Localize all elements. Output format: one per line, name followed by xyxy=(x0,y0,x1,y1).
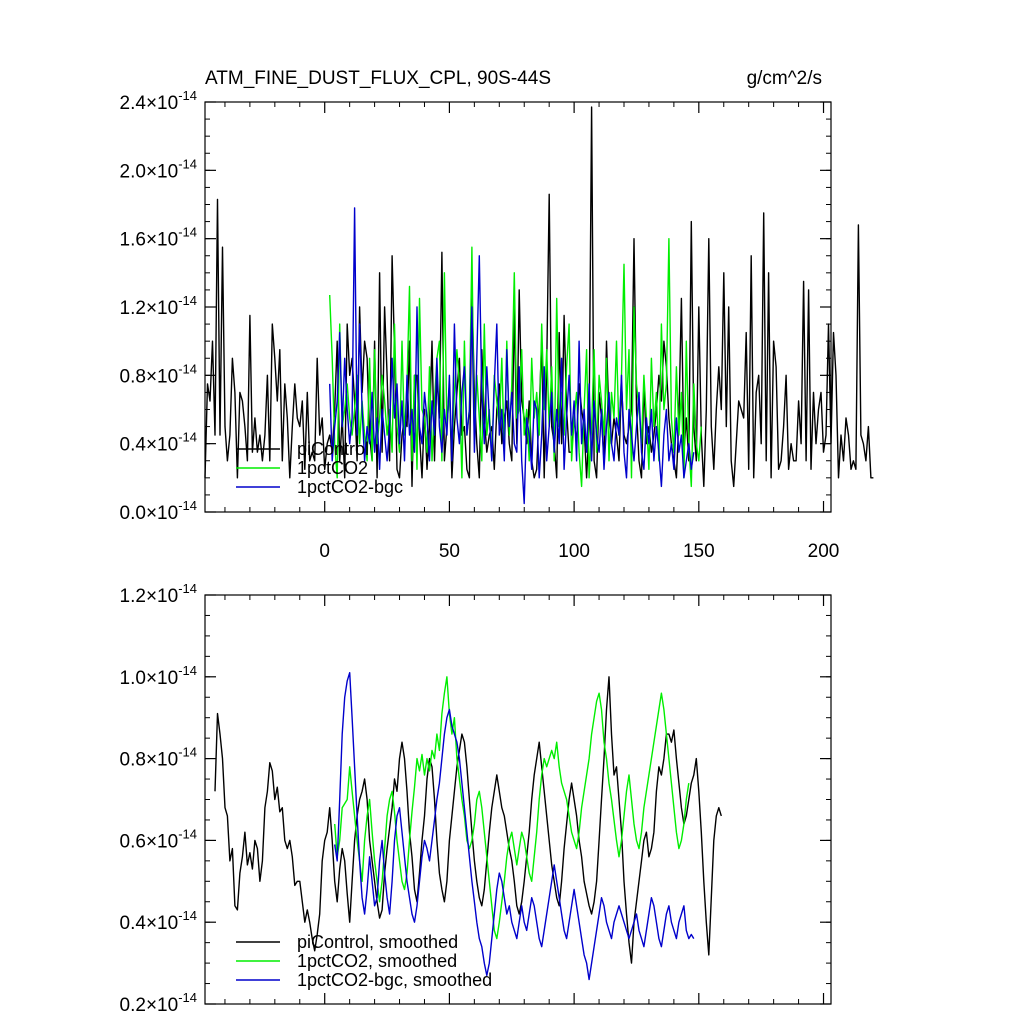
y-tick-label-bottom: 0.2×10-14 xyxy=(120,990,197,1016)
series-line-bottom-0 xyxy=(214,676,722,964)
y-tick-label-top: 2.4×10-14 xyxy=(120,88,197,114)
series-group-bottom xyxy=(214,672,722,981)
y-tick-label-bottom: 0.4×10-14 xyxy=(120,908,197,934)
x-tick-label-top: 100 xyxy=(558,541,590,562)
y-tick-label-bottom: 0.8×10-14 xyxy=(120,745,197,771)
legend-label-bottom-0: piControl, smoothed xyxy=(297,932,458,952)
legend-label-top-1: 1pctCO2 xyxy=(297,458,368,478)
y-tick-label-top: 1.2×10-14 xyxy=(120,293,197,319)
chart-top: 0.0×10-14 0.4×10-14 0.8×10-14 1.2×10-14 1.6×… xyxy=(120,88,874,562)
y-tick-label-bottom: 1.2×10-14 xyxy=(120,581,197,607)
legend-label-bottom-1: 1pctCO2, smoothed xyxy=(297,951,457,971)
series-line-bottom-1 xyxy=(334,676,690,940)
legend-label-top-2: 1pctCO2-bgc xyxy=(297,477,403,497)
units-label: g/cm^2/s xyxy=(747,68,822,89)
x-tick-label-top: 150 xyxy=(683,541,715,562)
legend-label-bottom-2: 1pctCO2-bgc, smoothed xyxy=(297,970,492,990)
x-tick-label-top: 0 xyxy=(319,541,330,562)
chart-title: ATM_FINE_DUST_FLUX_CPL, 90S-44S xyxy=(205,68,551,89)
axes-bottom: 0.2×10-14 0.4×10-14 0.6×10-14 0.8×10-14 1.0×… xyxy=(120,581,832,1016)
series-line-top-2 xyxy=(329,207,695,505)
chart-bottom: 0.2×10-14 0.4×10-14 0.6×10-14 0.8×10-14 1.0×… xyxy=(120,581,832,1016)
y-tick-label-top: 0.0×10-14 xyxy=(120,498,197,524)
legend-label-top-0: piControl xyxy=(297,439,369,459)
series-line-bottom-2 xyxy=(334,672,695,981)
y-tick-label-bottom: 1.0×10-14 xyxy=(120,663,197,689)
axes-top: 0.0×10-14 0.4×10-14 0.8×10-14 1.2×10-14 1.6×… xyxy=(120,88,840,562)
x-tick-label-top: 50 xyxy=(439,541,460,562)
y-tick-label-top: 1.6×10-14 xyxy=(120,225,197,251)
series-group-top xyxy=(204,106,874,505)
y-tick-label-top: 0.8×10-14 xyxy=(120,361,197,387)
y-tick-label-bottom: 0.6×10-14 xyxy=(120,826,197,852)
y-tick-label-top: 0.4×10-14 xyxy=(120,430,197,456)
y-tick-label-top: 2.0×10-14 xyxy=(120,156,197,182)
x-tick-label-top: 200 xyxy=(808,541,840,562)
